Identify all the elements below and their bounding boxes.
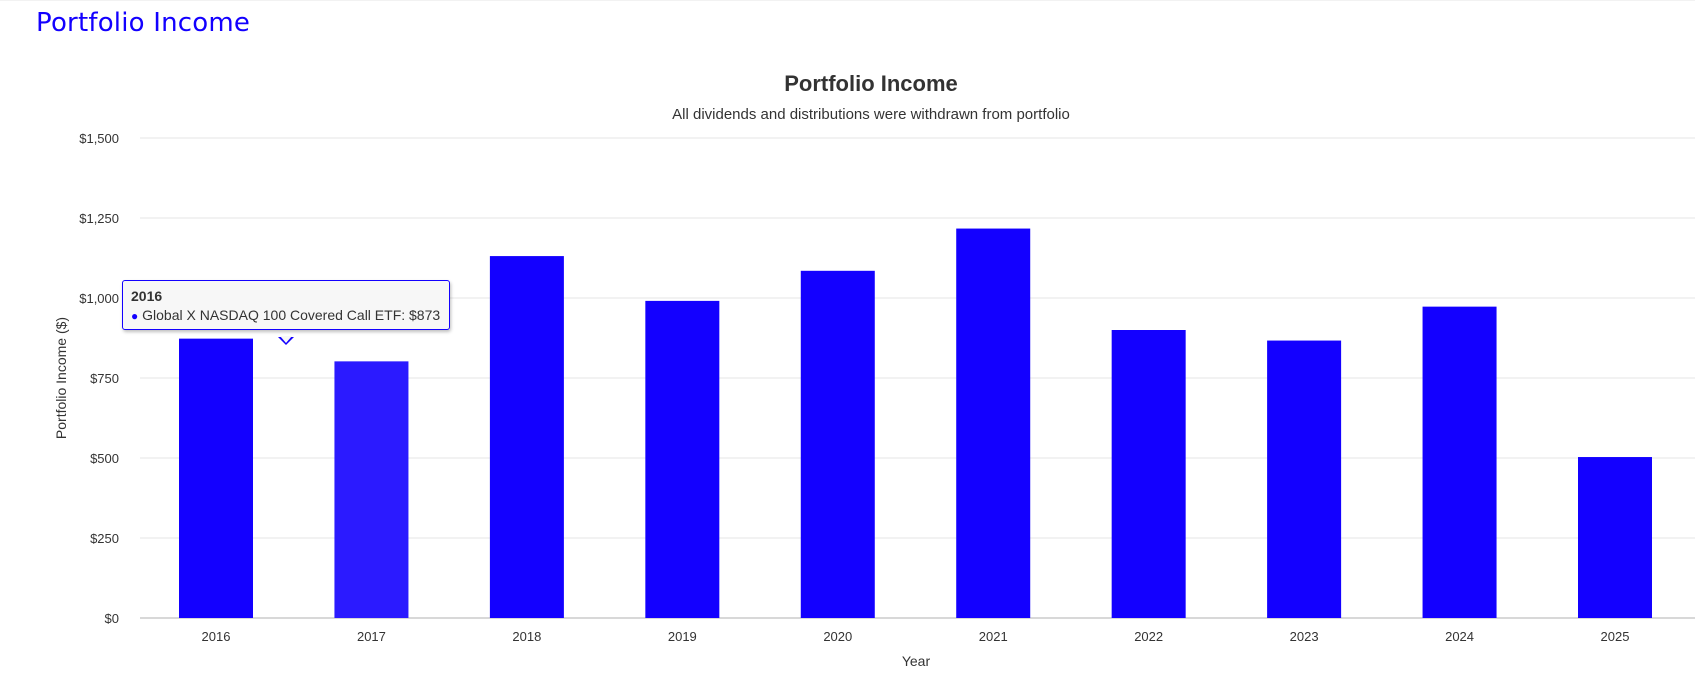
bar-2021[interactable]: [956, 228, 1031, 618]
series-dot-icon: ●: [131, 309, 139, 323]
x-tick-label: 2019: [668, 629, 697, 644]
x-tick-label: 2018: [512, 629, 541, 644]
bar-2016[interactable]: [179, 338, 253, 618]
tooltip-pointer-fill: [280, 336, 292, 343]
y-tick-label: $0: [105, 611, 119, 626]
y-tick-label: $750: [90, 371, 119, 386]
chart-title: Portfolio Income: [784, 71, 958, 96]
bar-2022[interactable]: [1111, 330, 1186, 618]
y-axis-title: Portfolio Income ($): [53, 317, 69, 439]
bar-2017[interactable]: [334, 361, 409, 618]
bar-2020[interactable]: [800, 270, 875, 618]
chart-subtitle: All dividends and distributions were wit…: [672, 106, 1070, 123]
y-tick-label: $1,250: [79, 211, 119, 226]
bar-2019[interactable]: [645, 300, 720, 618]
x-tick-label: 2025: [1601, 629, 1630, 644]
y-tick-label: $250: [90, 531, 119, 546]
bar-2018[interactable]: [489, 256, 564, 618]
tooltip-series-row: ● Global X NASDAQ 100 Covered Call ETF: …: [131, 307, 440, 323]
page-title: Portfolio Income: [36, 8, 251, 38]
y-tick-label: $500: [90, 451, 119, 466]
x-tick-label: 2021: [979, 629, 1008, 644]
tooltip-year: 2016: [131, 288, 163, 304]
x-tick-label: 2017: [357, 629, 386, 644]
bar-2025[interactable]: [1578, 457, 1652, 618]
x-tick-label: 2020: [823, 629, 852, 644]
x-tick-labels: 2016 2017 2018 2019 2020 2021 2022 2023 2024 2025: [202, 629, 1630, 644]
x-tick-label: 2023: [1290, 629, 1319, 644]
y-tick-labels: $0 $250 $500 $750 $1,000 $1,250 $1,500: [79, 131, 119, 626]
tooltip-value: Global X NASDAQ 100 Covered Call ETF: $8…: [142, 307, 441, 323]
x-axis-title: Year: [902, 653, 931, 669]
bars: [179, 228, 1652, 618]
top-divider: [0, 0, 1695, 1]
x-tick-label: 2022: [1134, 629, 1163, 644]
y-tick-label: $1,000: [79, 291, 119, 306]
bar-2023[interactable]: [1267, 340, 1342, 618]
tooltip: 2016 ● Global X NASDAQ 100 Covered Call …: [122, 280, 451, 330]
x-tick-label: 2024: [1445, 629, 1474, 644]
y-tick-label: $1,500: [79, 131, 119, 146]
bar-2024[interactable]: [1422, 306, 1497, 618]
x-tick-label: 2016: [202, 629, 231, 644]
